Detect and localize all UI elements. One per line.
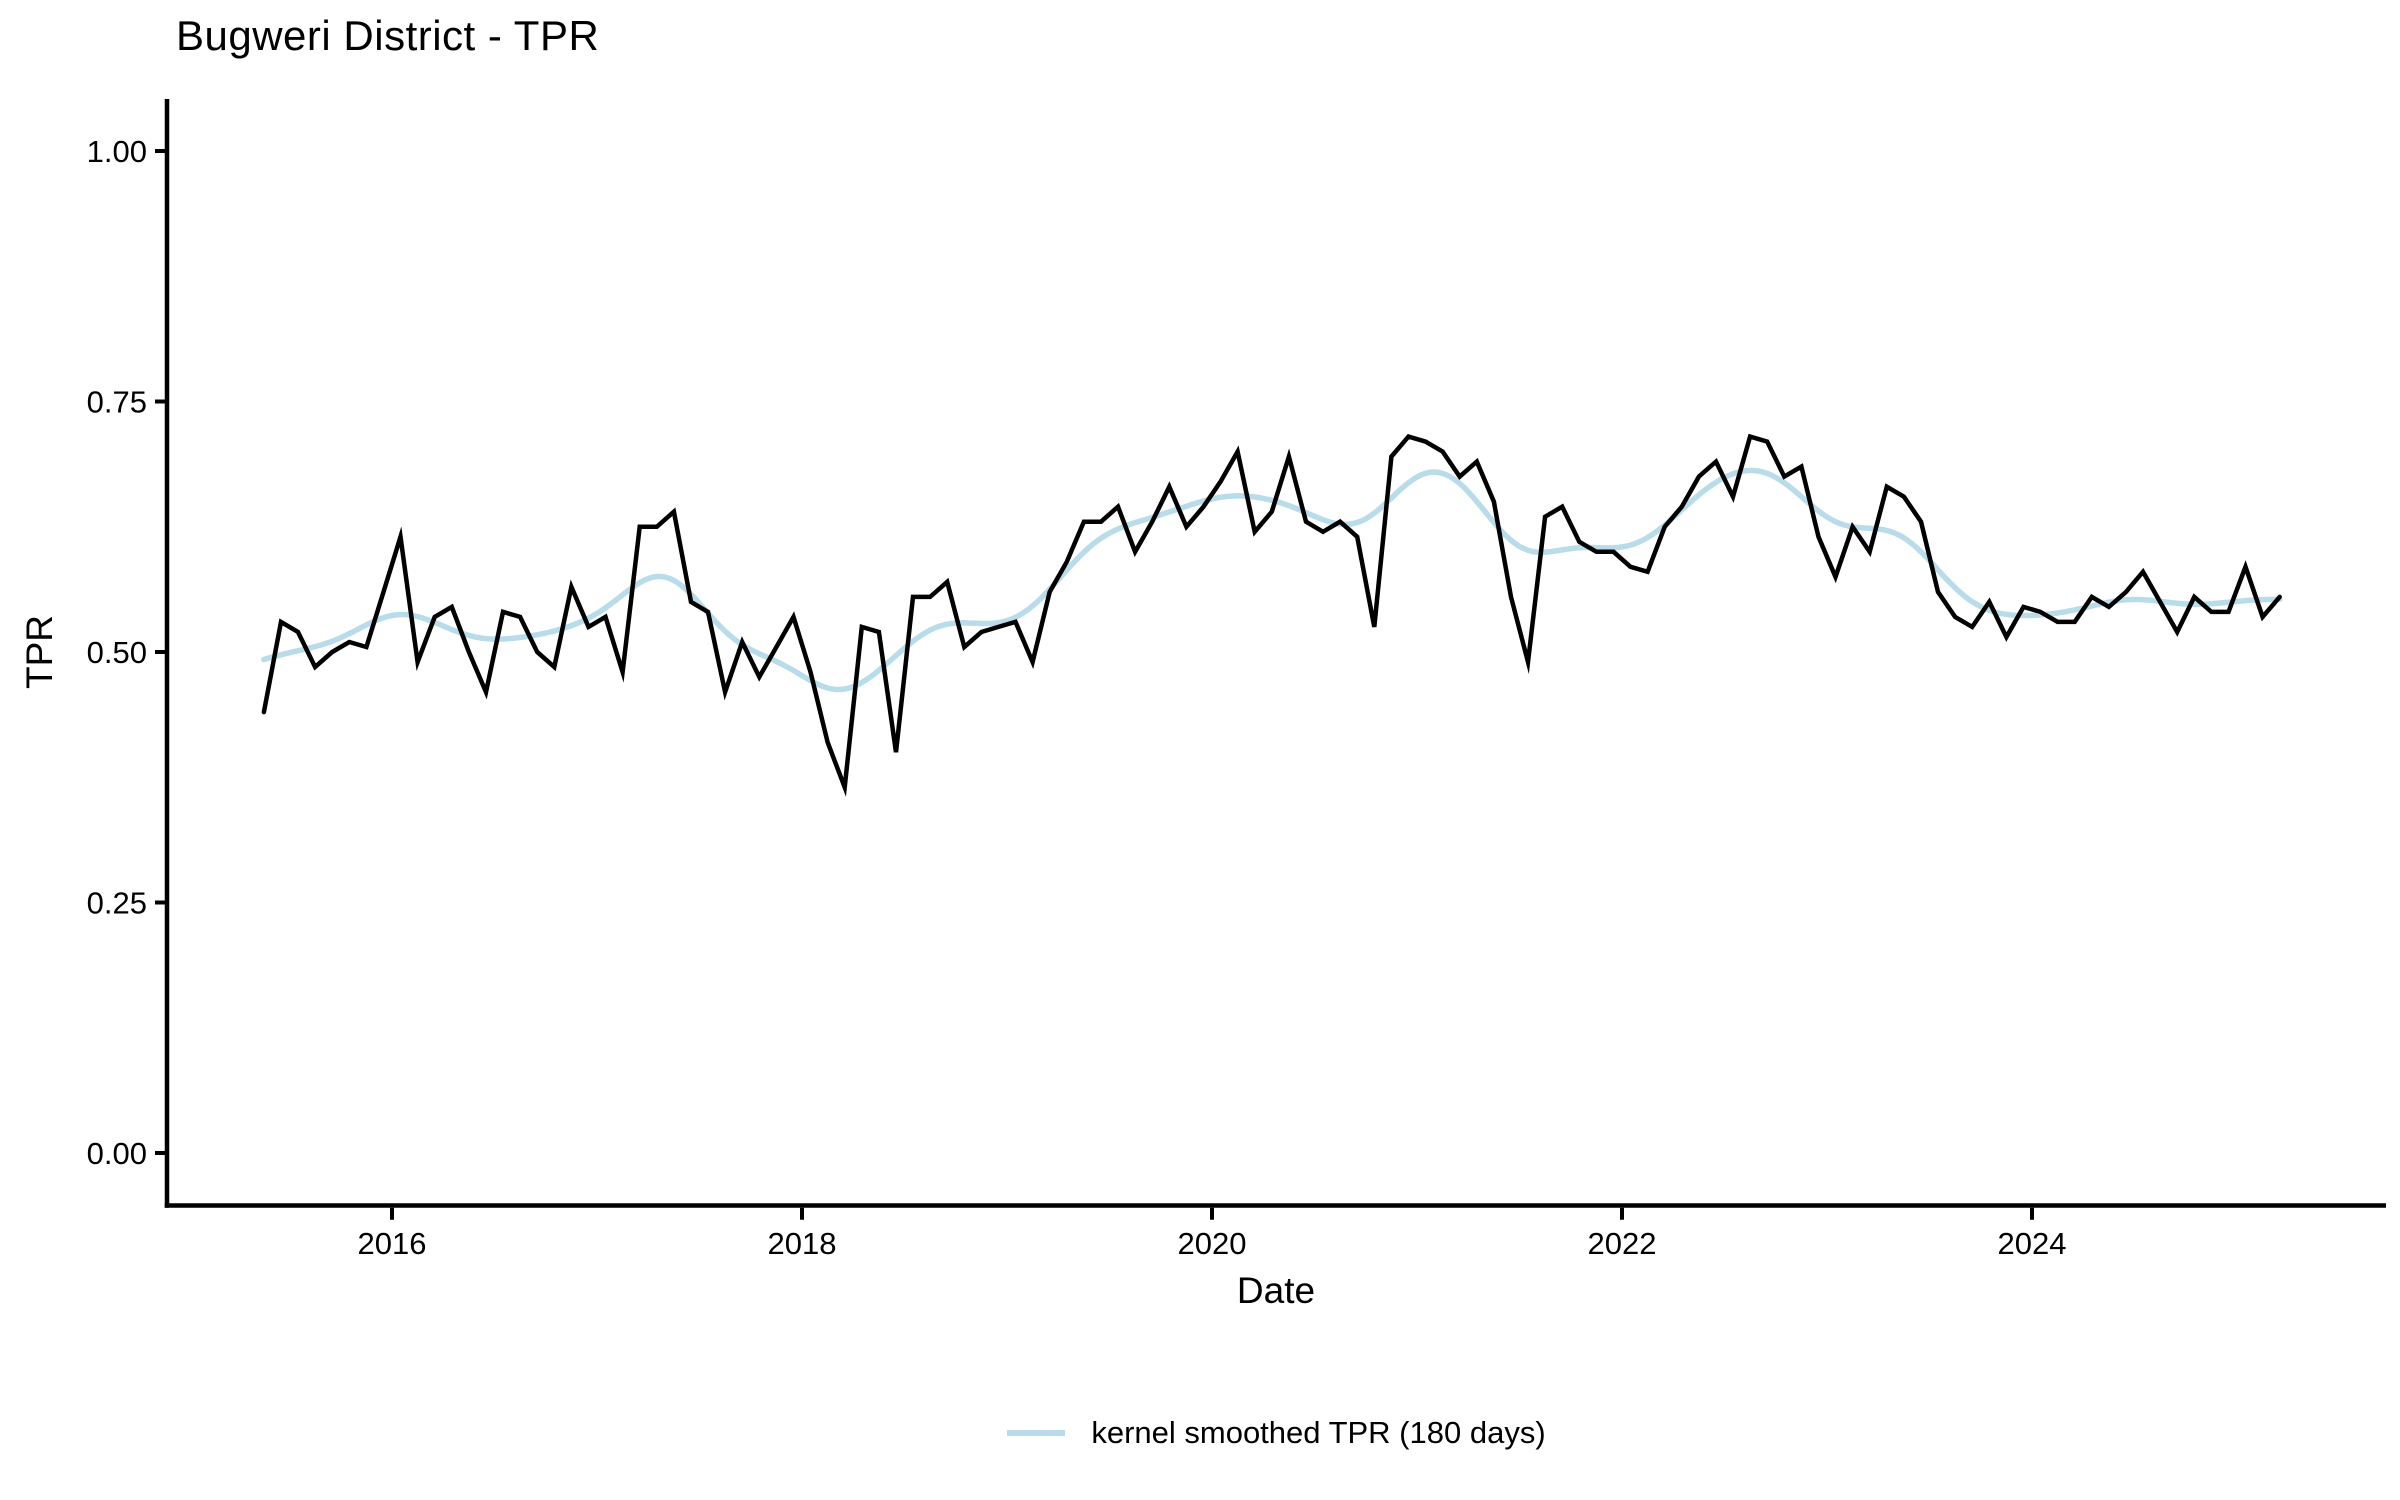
x-axis-title: Date — [1236, 1270, 1316, 1311]
x-tick-label: 2024 — [1998, 1226, 2067, 1261]
x-tick-label: 2022 — [1588, 1226, 1657, 1261]
legend: kernel smoothed TPR (180 days) — [167, 1408, 2386, 1458]
x-tick-label: 2020 — [1178, 1226, 1247, 1261]
y-tick-label: 0.50 — [87, 635, 147, 670]
chart-title: Bugweri District - TPR — [176, 12, 600, 59]
smoothed-tpr-line — [261, 467, 2283, 693]
x-tick-label: 2018 — [768, 1226, 837, 1261]
y-axis-title: TPR — [19, 615, 60, 689]
legend-label: kernel smoothed TPR (180 days) — [1091, 1415, 1546, 1450]
y-tick-label: 1.00 — [87, 134, 147, 169]
y-tick-label: 0.25 — [87, 885, 147, 920]
smoothed-line-swatch-icon — [1007, 1430, 1066, 1436]
x-tick-label: 2016 — [358, 1226, 427, 1261]
tpr-line — [261, 433, 2282, 797]
y-tick-label: 0.00 — [87, 1136, 147, 1171]
y-tick-label: 0.75 — [87, 384, 147, 419]
